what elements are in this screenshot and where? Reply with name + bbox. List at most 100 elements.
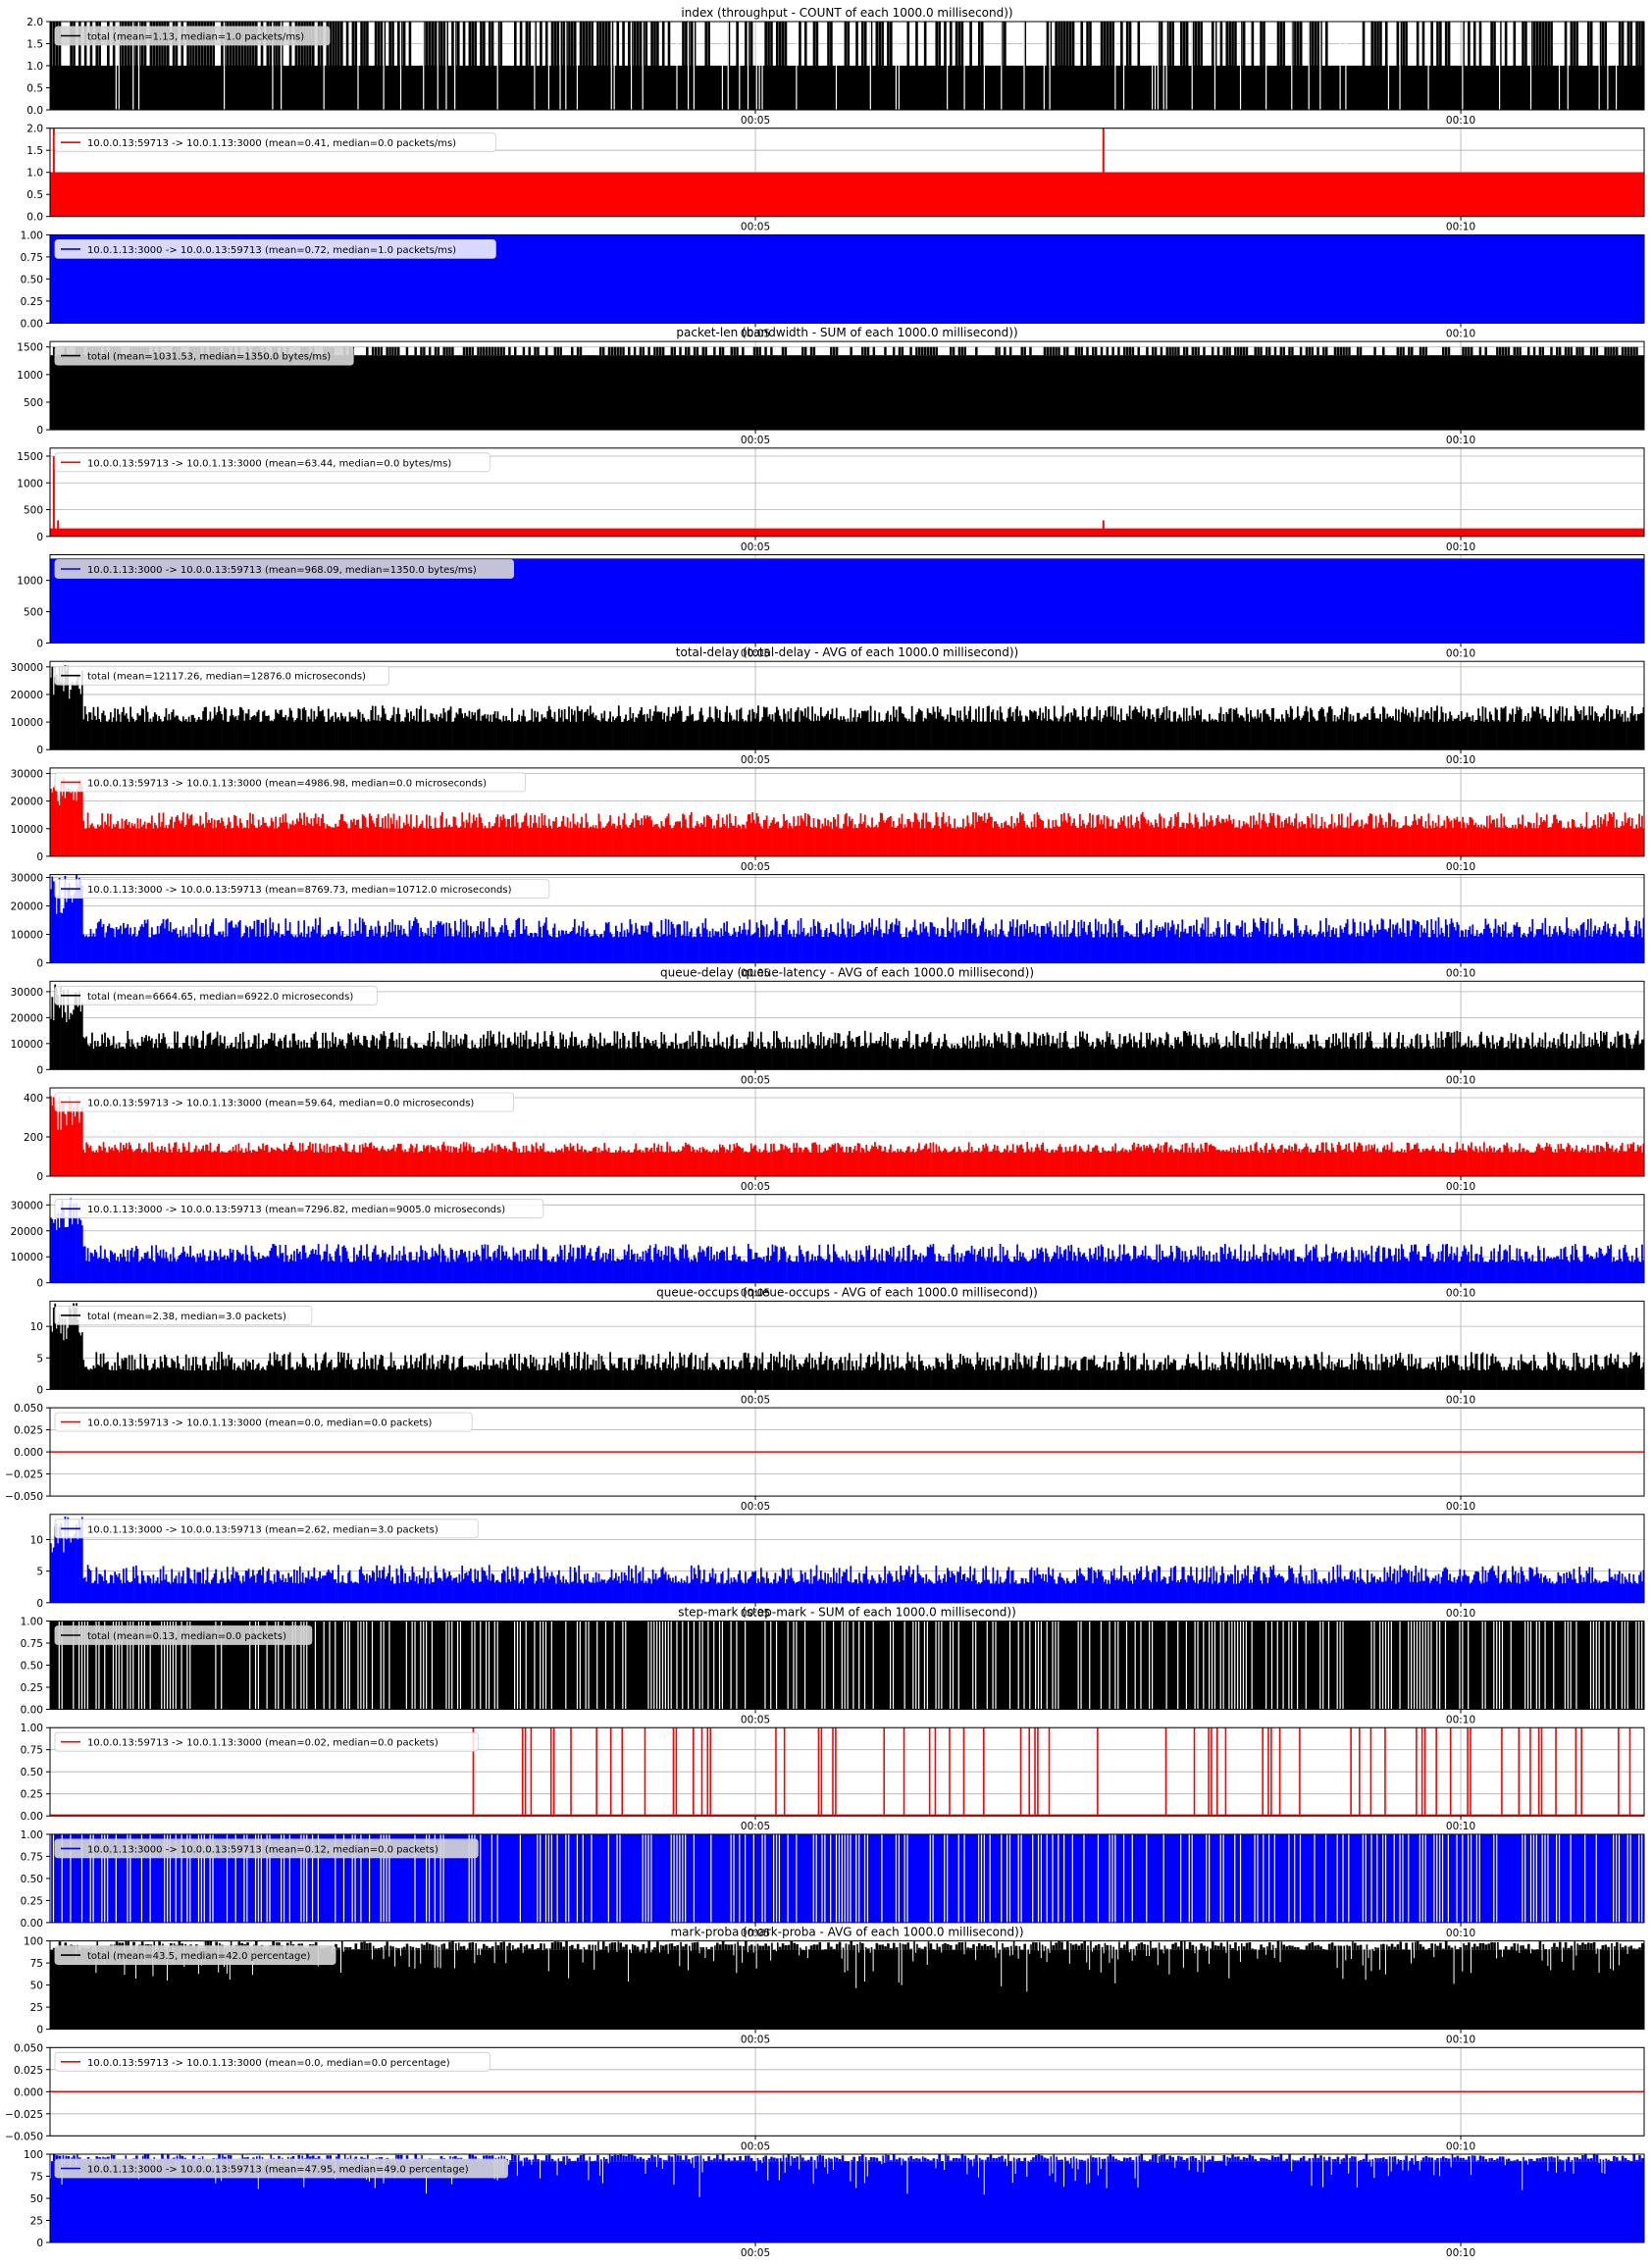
bar: [626, 929, 629, 963]
bar: [267, 936, 270, 963]
bar: [1501, 828, 1504, 856]
bar: [338, 819, 341, 856]
bar: [86, 721, 89, 750]
bar: [518, 917, 521, 963]
bar: [1063, 22, 1066, 66]
bar: [1201, 826, 1204, 856]
bar: [1314, 718, 1316, 750]
bar: [998, 720, 1001, 750]
bar: [698, 826, 701, 856]
bar: [88, 936, 90, 963]
bar: [446, 710, 449, 750]
bar: [1503, 816, 1506, 856]
bar: [383, 22, 387, 66]
bar: [50, 889, 52, 963]
bar: [229, 821, 232, 856]
bar: [1382, 919, 1384, 963]
bar: [1319, 920, 1321, 963]
bar: [1355, 936, 1358, 963]
bar: [1263, 813, 1265, 856]
bar: [231, 708, 233, 750]
bar: [1140, 705, 1143, 750]
bar: [232, 927, 234, 963]
bar: [1248, 932, 1251, 963]
bar: [1342, 827, 1345, 856]
bar: [1585, 929, 1588, 963]
bar: [824, 818, 827, 856]
bar: [172, 828, 175, 856]
bar: [351, 931, 354, 963]
bar: [576, 822, 579, 856]
bar: [1265, 346, 1268, 356]
bar: [451, 826, 453, 856]
bar: [1304, 823, 1306, 856]
bar: [802, 821, 805, 856]
bar: [1588, 935, 1591, 963]
bar: [1073, 818, 1075, 856]
bar: [912, 1045, 914, 1070]
bar: [439, 921, 442, 963]
bar: [369, 721, 371, 750]
bar: [1238, 717, 1241, 750]
bar: [594, 825, 597, 856]
bar: [847, 1035, 850, 1070]
bar: [714, 828, 717, 856]
bar: [1617, 937, 1620, 963]
bar: [89, 1043, 92, 1070]
bar: [347, 1033, 349, 1070]
bar: [1550, 22, 1553, 66]
bar: [622, 22, 625, 66]
bar: [1447, 346, 1451, 356]
bar: [1542, 820, 1545, 856]
y-tick-label: 20000: [11, 690, 43, 701]
bar: [215, 714, 218, 750]
gap: [1607, 22, 1609, 110]
bar: [916, 711, 919, 750]
bar: [1413, 920, 1416, 963]
bar: [686, 715, 689, 750]
bar: [1364, 824, 1366, 856]
bar: [571, 708, 573, 750]
bar: [1437, 917, 1440, 963]
bar: [161, 821, 163, 856]
bar: [537, 936, 539, 963]
bar: [511, 933, 513, 963]
bar: [734, 720, 737, 750]
bar: [1247, 824, 1249, 856]
bar: [290, 934, 292, 963]
bar: [693, 346, 697, 356]
bar: [1480, 824, 1482, 856]
bar: [586, 1045, 589, 1070]
bar: [1457, 924, 1460, 963]
bar: [266, 937, 269, 963]
bar: [296, 937, 298, 963]
bar: [948, 930, 951, 963]
bar: [60, 986, 62, 1070]
bar: [80, 1003, 83, 1070]
bar: [683, 722, 686, 750]
bar: [1545, 814, 1548, 856]
bar: [374, 346, 378, 356]
bar: [495, 718, 497, 750]
bar: [1312, 824, 1315, 856]
bar: [695, 720, 697, 750]
bar: [54, 785, 57, 856]
bar: [518, 828, 521, 856]
bar: [391, 22, 394, 66]
bar: [599, 346, 602, 356]
bar: [184, 718, 187, 750]
bar: [405, 1048, 408, 1070]
bar: [325, 1032, 327, 1070]
bar: [525, 721, 528, 750]
bar: [980, 921, 983, 963]
bar: [695, 825, 697, 856]
bar: [874, 1043, 876, 1070]
bar: [1434, 822, 1437, 856]
bar: [433, 1030, 436, 1070]
bar: [645, 932, 648, 963]
bar: [1439, 827, 1441, 856]
bar: [67, 788, 70, 856]
bar: [1567, 346, 1571, 356]
bar: [964, 826, 967, 856]
